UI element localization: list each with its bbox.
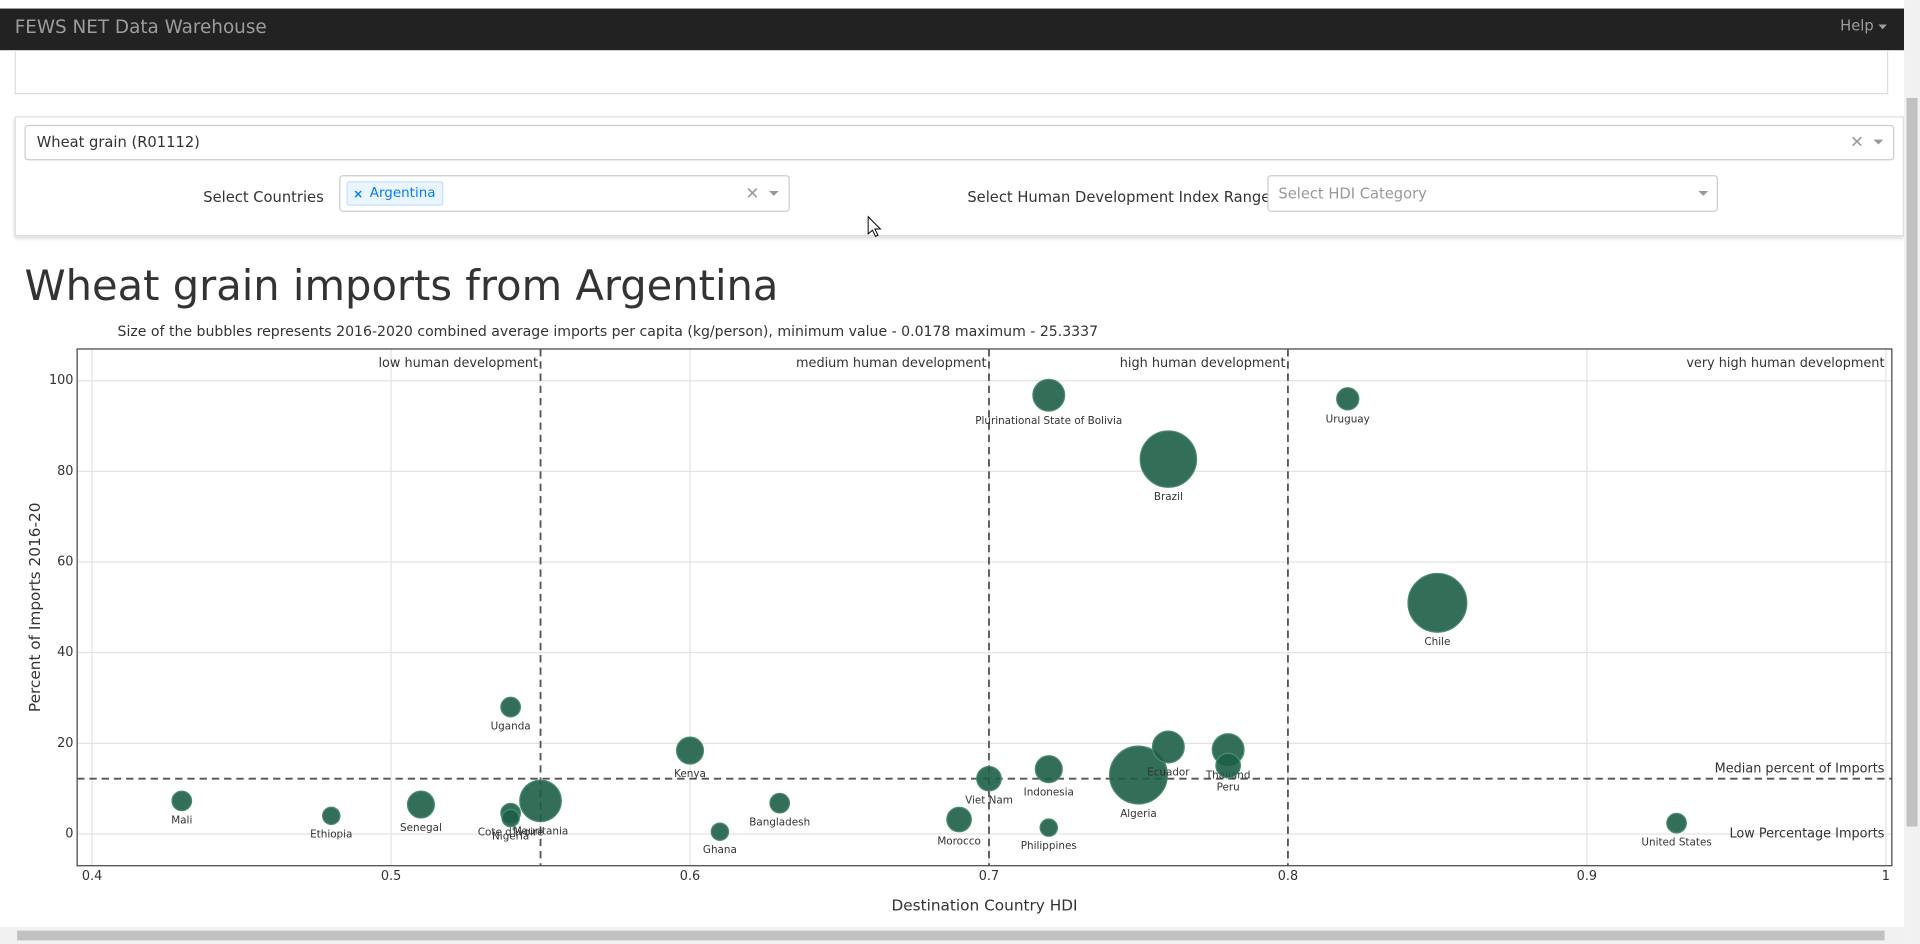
- navbar: FEWS NET Data Warehouse Help: [0, 8, 1905, 51]
- threshold-label: low human development: [378, 356, 538, 371]
- chart: Wheat grain imports from Argentina Size …: [24, 215, 1893, 915]
- bubble: [1151, 730, 1185, 764]
- x-axis-title: Destination Country HDI: [891, 897, 1077, 915]
- bubble-label: Ecuador: [1147, 767, 1190, 779]
- bubble-label: Uruguay: [1326, 414, 1370, 426]
- commodity-select[interactable]: Wheat grain (R01112): [24, 124, 1895, 161]
- chart-title: Wheat grain imports from Argentina: [24, 261, 778, 310]
- select-value: Wheat grain (R01112): [36, 133, 200, 151]
- y-tick-label: 0: [65, 826, 73, 841]
- bubble: [946, 806, 972, 833]
- threshold-label: high human development: [1120, 356, 1286, 371]
- select-controls[interactable]: [1851, 136, 1885, 148]
- hdi-label: Select Human Development Index Range: [967, 188, 1271, 206]
- bubble: [171, 790, 193, 812]
- country-tag[interactable]: Argentina: [346, 181, 443, 206]
- y-tick-label: 60: [57, 555, 73, 570]
- y-axis-title: Percent of Imports 2016-20: [26, 503, 44, 713]
- x-tick-label: 1: [1882, 869, 1890, 884]
- low-label: Low Percentage Imports: [1729, 826, 1884, 841]
- y-tick-label: 20: [57, 736, 73, 751]
- x-tick-label: 0.7: [979, 869, 999, 884]
- tag-remove[interactable]: [354, 190, 363, 199]
- placeholder: Select HDI Category: [1278, 184, 1427, 203]
- panel: [14, 51, 1889, 95]
- brand[interactable]: FEWS NET Data Warehouse: [14, 15, 267, 38]
- threshold-label: very high human development: [1686, 356, 1884, 371]
- bubble: [1336, 387, 1360, 411]
- threshold-label: medium human development: [796, 356, 986, 371]
- y-tick-label: 100: [49, 373, 74, 388]
- countries-label: Select Countries: [203, 188, 324, 206]
- select-controls[interactable]: [747, 187, 781, 199]
- y-tick-label: 40: [57, 645, 73, 660]
- hdi-select[interactable]: Select HDI Category: [1267, 175, 1718, 212]
- bubble: [710, 822, 730, 841]
- bubble-label: Algeria: [1120, 808, 1157, 820]
- bubble-label: Indonesia: [1024, 786, 1074, 798]
- median-label: Median percent of Imports: [1715, 761, 1885, 776]
- scroll-thumb[interactable]: [1906, 97, 1918, 827]
- x-tick-label: 0.4: [82, 869, 102, 884]
- bubble: [769, 792, 791, 814]
- x-tick-label: 0.5: [381, 869, 401, 884]
- bubble-label: Ghana: [703, 844, 737, 856]
- plot-frame: [76, 348, 1893, 867]
- bubble: [1139, 430, 1198, 488]
- x-tick-label: 0.8: [1278, 869, 1298, 884]
- bubble: [1666, 812, 1687, 834]
- bubble-label: Uganda: [491, 721, 531, 733]
- bubble-label: Plurinational State of Bolivia: [975, 415, 1122, 427]
- bubble-label: Morocco: [937, 836, 981, 848]
- bubble: [1039, 818, 1059, 837]
- caret[interactable]: [1697, 187, 1709, 199]
- help-menu[interactable]: Help: [1840, 17, 1887, 34]
- bubble-label: Ethiopia: [310, 828, 352, 840]
- bubble-label: Bangladesh: [749, 817, 810, 829]
- bubble: [675, 736, 705, 765]
- bubble-label: Chile: [1424, 636, 1450, 648]
- caret: [1878, 24, 1887, 30]
- bubble-label: Brazil: [1154, 491, 1183, 503]
- bubble-label: Philippines: [1021, 840, 1077, 852]
- bubble-label: Senegal: [400, 822, 442, 834]
- help-text[interactable]: Help: [1840, 17, 1874, 35]
- bubble: [1108, 745, 1168, 805]
- x-tick-label: 0.6: [680, 869, 700, 884]
- countries-select[interactable]: Argentina: [339, 175, 790, 212]
- bubble: [321, 806, 341, 826]
- bubble: [519, 779, 562, 823]
- bubble-label: United States: [1641, 837, 1711, 849]
- chart-subtitle: Size of the bubbles represents 2016-2020…: [118, 324, 1099, 340]
- bubble-label: Kenya: [674, 768, 706, 780]
- bubble: [1215, 752, 1242, 779]
- bubble-label: Mali: [171, 814, 192, 826]
- bubble: [406, 790, 436, 819]
- bubble: [1032, 378, 1066, 412]
- bubble-label: Mauritania: [513, 826, 568, 838]
- cursor: [867, 215, 882, 237]
- x-tick-label: 0.9: [1577, 869, 1597, 884]
- y-tick-label: 80: [57, 464, 73, 479]
- tag-text: Argentina: [369, 184, 436, 201]
- bubble-label: Nigeria: [492, 831, 529, 843]
- scroll-thumb[interactable]: [17, 930, 1885, 941]
- bubble-label: Cote d'Ivoire: [478, 827, 544, 839]
- bubble: [976, 765, 1002, 792]
- bubble-label: Viet Nam: [965, 795, 1013, 807]
- bubble: [501, 808, 520, 828]
- bubble: [500, 696, 522, 718]
- bubble-label: Peru: [1217, 782, 1240, 794]
- bubble: [1034, 755, 1063, 784]
- bubble: [1407, 572, 1468, 633]
